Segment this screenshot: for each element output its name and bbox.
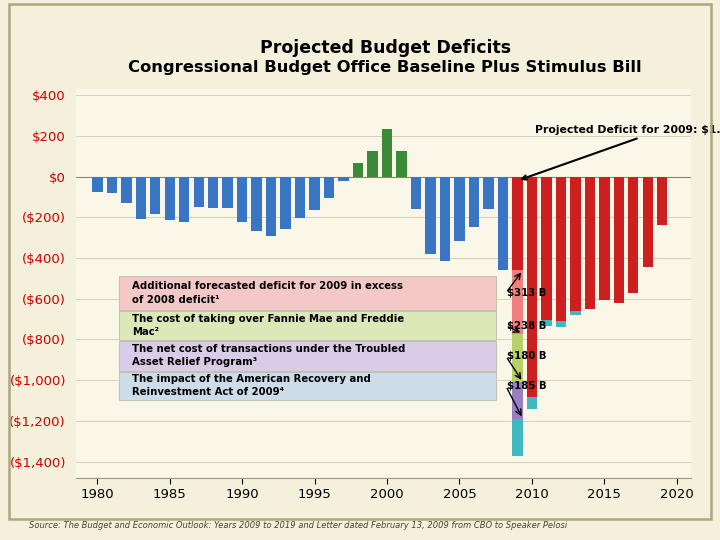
Bar <box>107 177 117 193</box>
FancyBboxPatch shape <box>119 372 495 400</box>
Bar <box>570 311 580 315</box>
Text: Projected Deficit for 2009: $1.371 Trillion: Projected Deficit for 2009: $1.371 Trill… <box>522 125 720 180</box>
Bar <box>310 177 320 210</box>
Bar <box>411 177 421 209</box>
Bar <box>628 177 639 293</box>
Text: Additional forecasted deficit for 2009 in excess
of 2008 deficit¹: Additional forecasted deficit for 2009 i… <box>132 281 403 305</box>
Bar <box>92 177 102 192</box>
Bar <box>251 177 262 231</box>
Bar <box>121 177 132 202</box>
Bar <box>440 177 450 261</box>
FancyBboxPatch shape <box>119 276 495 310</box>
Bar <box>498 177 508 270</box>
Bar <box>512 270 523 334</box>
Bar <box>353 163 364 177</box>
Text: The impact of the American Recovery and
Reinvestment Act of 2009⁴: The impact of the American Recovery and … <box>132 374 371 397</box>
Text: $185 B: $185 B <box>508 381 546 391</box>
Bar <box>382 129 392 177</box>
Bar <box>570 177 580 311</box>
FancyBboxPatch shape <box>119 341 495 370</box>
Bar <box>526 397 537 409</box>
Bar <box>512 334 523 382</box>
Bar <box>280 177 291 228</box>
Bar <box>396 151 407 177</box>
Bar <box>150 177 161 214</box>
Bar <box>367 151 378 177</box>
Bar <box>237 177 248 221</box>
Bar <box>338 177 348 181</box>
Bar <box>556 177 566 321</box>
Bar <box>526 177 537 397</box>
Text: $180 B: $180 B <box>508 351 546 361</box>
Bar <box>194 177 204 207</box>
Bar <box>266 177 276 235</box>
Bar <box>295 177 305 218</box>
Text: The cost of taking over Fannie Mae and Freddie
Mac²: The cost of taking over Fannie Mae and F… <box>132 314 404 337</box>
Bar <box>483 177 494 210</box>
Text: The net cost of transactions under the Troubled
Asset Relief Program³: The net cost of transactions under the T… <box>132 345 405 367</box>
Text: Projected Budget Deficits: Projected Budget Deficits <box>260 39 510 57</box>
FancyBboxPatch shape <box>119 311 495 340</box>
Bar <box>541 177 552 320</box>
Bar <box>454 177 464 241</box>
Bar <box>135 177 146 219</box>
Bar <box>324 177 334 198</box>
Bar <box>613 177 624 303</box>
Text: Source: The Budget and Economic Outlook: Years 2009 to 2019 and Letter dated Feb: Source: The Budget and Economic Outlook:… <box>29 521 567 530</box>
Bar <box>179 177 189 221</box>
Bar <box>426 177 436 254</box>
Bar <box>512 177 523 270</box>
Bar <box>657 177 667 225</box>
Text: Congressional Budget Office Baseline Plus Stimulus Bill: Congressional Budget Office Baseline Plu… <box>128 59 642 75</box>
Text: $313 B: $313 B <box>508 288 546 298</box>
Bar <box>512 419 523 456</box>
Bar <box>599 177 610 300</box>
Text: $238 B: $238 B <box>508 321 546 330</box>
Bar <box>556 321 566 327</box>
Bar <box>469 177 479 227</box>
Bar <box>585 177 595 309</box>
Bar <box>512 382 523 419</box>
Bar <box>642 177 653 267</box>
Bar <box>222 177 233 207</box>
Bar <box>541 320 552 326</box>
Bar <box>208 177 218 208</box>
Bar <box>165 177 175 220</box>
